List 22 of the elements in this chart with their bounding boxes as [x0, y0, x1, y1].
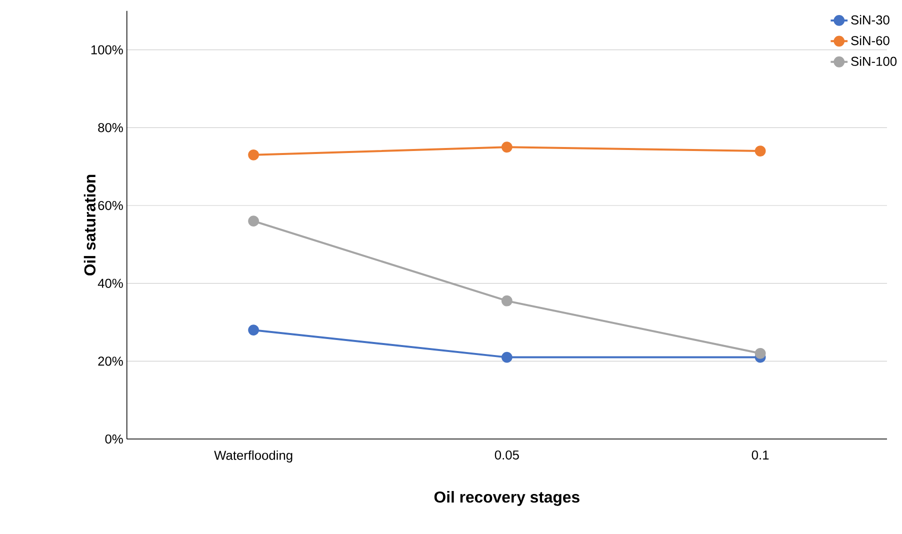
point: [501, 295, 512, 306]
y-tick-label: 0%: [105, 434, 123, 444]
point: [754, 348, 766, 359]
y-tick-label: 100%: [91, 45, 123, 54]
x-tick-label: Waterflooding: [214, 450, 292, 462]
legend-label: SiN-30: [851, 14, 890, 24]
point: [248, 216, 259, 226]
point: [248, 324, 259, 336]
legend-label: SiN-60: [851, 36, 890, 46]
point: [501, 352, 512, 363]
x-tick-label: 0.1: [752, 450, 769, 460]
point: [501, 142, 512, 152]
y-tick-label: 80%: [98, 123, 123, 132]
y-tick-label: 60%: [98, 200, 123, 210]
y-axis-title: Oil saturation: [84, 174, 96, 276]
y-tick-label: 20%: [98, 356, 123, 366]
legend-label: SiN-100: [851, 56, 897, 66]
point: [248, 149, 259, 160]
x-axis-title: Oil recovery stages: [434, 490, 580, 506]
y-tick-label: 40%: [98, 278, 123, 288]
x-tick-label: 0.05: [494, 450, 519, 460]
point: [754, 145, 766, 156]
